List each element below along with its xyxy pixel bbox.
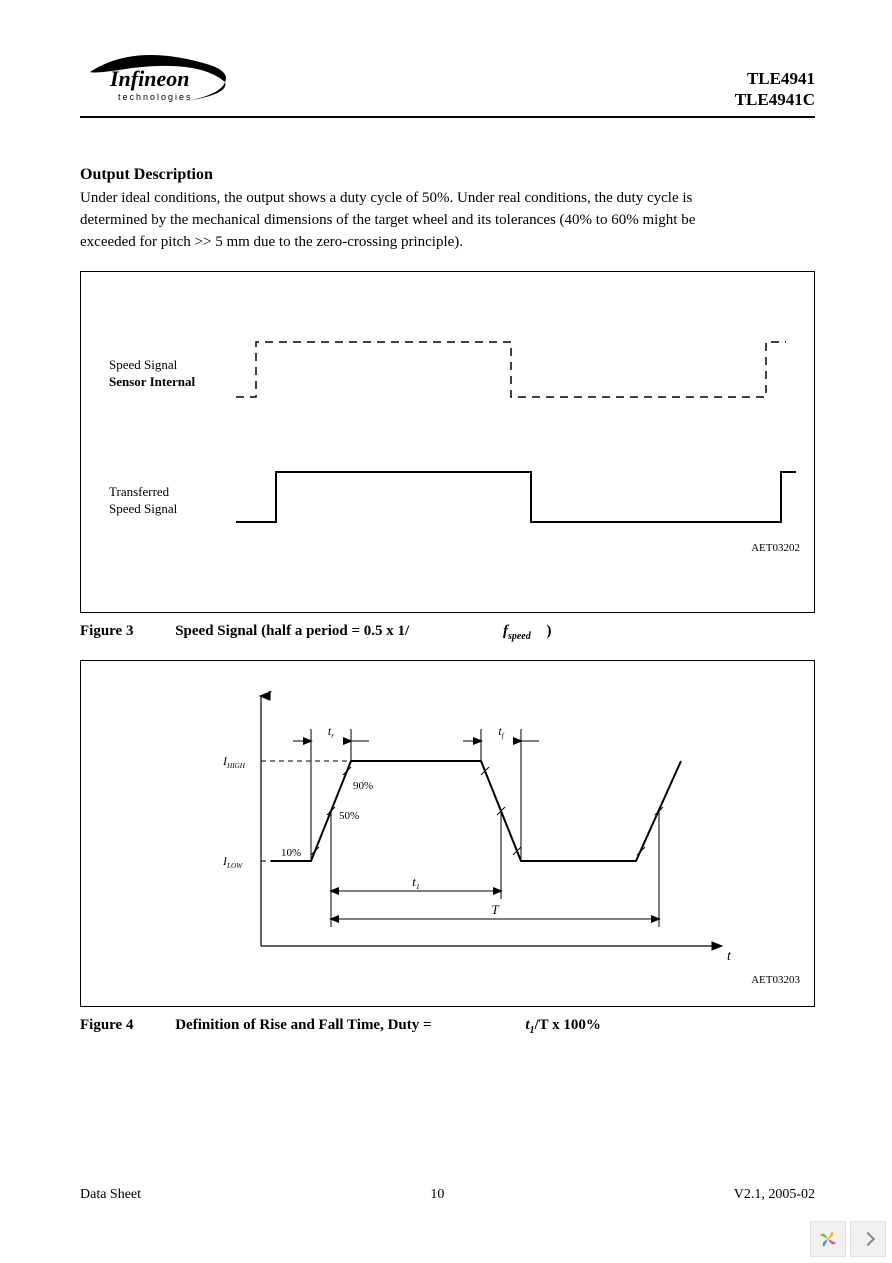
svg-text:t1: t1 — [412, 874, 420, 891]
figure-3-caption: Figure 3 Speed Signal (half a period = 0… — [80, 623, 815, 642]
part-number-block: TLE4941 TLE4941C — [735, 68, 815, 111]
footer-left: Data Sheet — [80, 1187, 141, 1203]
svg-text:50%: 50% — [339, 810, 359, 822]
fig4-ref-code: AET03203 — [751, 974, 800, 986]
section-paragraph: Under ideal conditions, the output shows… — [80, 188, 740, 253]
logo-tagline: technologies — [118, 92, 193, 102]
svg-text:10%: 10% — [281, 847, 301, 859]
svg-text:I: I — [266, 689, 273, 704]
part-number-1: TLE4941 — [735, 68, 815, 89]
pinwheel-icon — [818, 1229, 838, 1249]
section-title: Output Description — [80, 166, 815, 184]
fig4-caption-num: Figure 4 — [80, 1017, 133, 1033]
next-page-button[interactable] — [850, 1221, 886, 1257]
fig3-svg — [81, 272, 814, 612]
fig4-content: It IHIGH ILOW 10% 50% 90% tr tf t1 T — [222, 689, 732, 964]
figure-4-box: It IHIGH ILOW 10% 50% 90% tr tf t1 T AET03203 — [80, 660, 815, 1007]
corner-widget — [810, 1221, 886, 1257]
footer-center: 10 — [430, 1187, 444, 1203]
logo-brand-text: Infineon — [109, 66, 189, 91]
svg-text:tr: tr — [328, 724, 334, 740]
fig3-ref-code: AET03202 — [751, 542, 800, 554]
app-logo-button[interactable] — [810, 1221, 846, 1257]
svg-text:IHIGH: IHIGH — [222, 754, 246, 770]
fig3-caption-var: fspeed — [503, 623, 531, 639]
page-footer: Data Sheet 10 V2.1, 2005-02 — [80, 1187, 815, 1203]
fig3-caption-close: ) — [547, 623, 552, 639]
fig3-dashed-waveform — [236, 342, 786, 397]
footer-right: V2.1, 2005-02 — [734, 1187, 815, 1203]
svg-text:90%: 90% — [353, 780, 373, 792]
fig4-svg: It IHIGH ILOW 10% 50% 90% tr tf t1 T — [81, 661, 814, 1006]
company-logo: Infineon technologies — [80, 50, 260, 110]
fig3-caption-num: Figure 3 — [80, 623, 133, 639]
svg-text:tf: tf — [498, 724, 504, 740]
fig3-caption-title: Speed Signal (half a period = 0.5 x 1/ — [175, 623, 409, 639]
figure-4-caption: Figure 4 Definition of Rise and Fall Tim… — [80, 1017, 815, 1036]
part-number-2: TLE4941C — [735, 89, 815, 110]
infineon-logo-svg: Infineon technologies — [80, 50, 260, 110]
svg-text:T: T — [491, 902, 499, 917]
page-header: Infineon technologies TLE4941 TLE4941C — [80, 50, 815, 118]
fig4-caption-tail: /T x 100% — [534, 1017, 600, 1033]
svg-text:ILOW: ILOW — [222, 854, 243, 870]
svg-text:t: t — [727, 949, 732, 964]
chevron-right-icon — [861, 1232, 875, 1246]
fig4-caption-title: Definition of Rise and Fall Time, Duty = — [175, 1017, 431, 1033]
figure-3-box: Speed Signal Sensor Internal Transferred… — [80, 271, 815, 613]
fig3-solid-waveform — [236, 472, 796, 522]
